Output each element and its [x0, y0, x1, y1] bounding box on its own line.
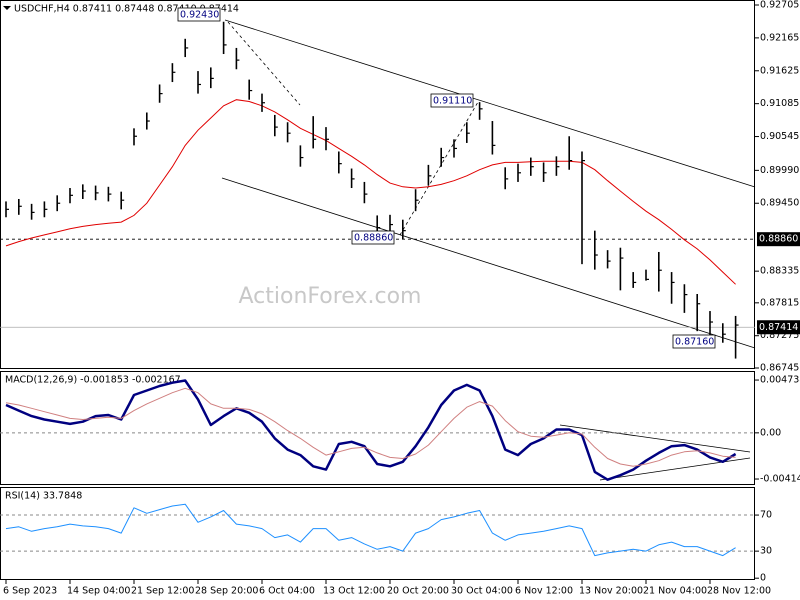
y-tick-label: 0.90545: [760, 131, 799, 142]
x-tick-label: 28 Sep 20:00: [195, 586, 258, 597]
price-level-label: 0.88860: [759, 234, 798, 245]
y-tick-label: 0.87275: [760, 330, 799, 341]
rsi-header: RSI(14) 33.7848: [5, 491, 82, 502]
y-tick-label: 0.00: [760, 427, 781, 438]
macd-panel-frame: [0, 371, 755, 485]
x-tick-label: 30 Oct 04:00: [451, 586, 513, 597]
swing-line: [399, 101, 479, 236]
x-tick-label: 13 Nov 20:00: [579, 586, 643, 597]
price-panel-frame: [0, 0, 755, 369]
x-tick-label: 6 Nov 12:00: [515, 586, 573, 597]
y-tick-label: 0: [760, 573, 766, 584]
price-header: USDCHF,H4 0.87411 0.87448 0.87410 0.8741…: [14, 4, 239, 15]
moving-average: [5, 99, 736, 285]
price-level-box: [757, 232, 800, 247]
y-tick-label: -0.004144: [760, 474, 800, 485]
y-tick-label: 0.91625: [760, 65, 799, 76]
annotation: 0.87160: [675, 337, 714, 348]
macd-triangle-upper: [559, 424, 751, 453]
macd-header: MACD(12,26,9) -0.001853 -0.002167: [5, 375, 181, 386]
y-tick-label: 0.89450: [760, 198, 799, 209]
channel-lower: [221, 177, 756, 349]
symbol-arrow: [3, 6, 11, 10]
x-tick-label: 21 Nov 04:00: [643, 586, 707, 597]
x-tick-label: 14 Sep 04:00: [67, 586, 130, 597]
x-tick-label: 6 Sep 2023: [3, 586, 57, 597]
annotation-box: [672, 334, 716, 349]
y-tick-label: 30: [760, 546, 772, 557]
y-tick-label: 0.87815: [760, 297, 799, 308]
indicator-line: [5, 387, 736, 467]
x-tick-label: 6 Oct 04:00: [259, 586, 315, 597]
annotation-box: [177, 7, 221, 22]
annotation: 0.91110: [433, 96, 472, 107]
x-tick-label: 13 Oct 12:00: [323, 586, 385, 597]
y-tick-label: 0.86745: [760, 363, 799, 374]
indicator-line: [5, 379, 737, 481]
x-tick-label: 28 Nov 12:00: [707, 586, 771, 597]
price-level-box: [757, 320, 800, 335]
y-tick-label: 0.88335: [760, 266, 799, 277]
watermark: ActionForex.com: [239, 284, 422, 309]
annotation: 0.88860: [354, 233, 393, 244]
indicator-line: [5, 503, 736, 557]
y-tick-label: 0.89990: [760, 165, 799, 176]
swing-line: [227, 21, 301, 106]
x-tick-label: 20 Oct 20:00: [387, 586, 449, 597]
annotation-box: [430, 93, 474, 108]
rsi-panel-frame: [0, 487, 755, 580]
annotation: 0.92430: [180, 10, 219, 21]
y-tick-label: 70: [760, 510, 772, 521]
price-level-label: 0.87414: [759, 322, 798, 333]
annotation-box: [351, 230, 395, 245]
y-tick-label: 0.004738: [760, 375, 800, 386]
x-tick-label: 21 Sep 12:00: [131, 586, 194, 597]
y-tick-label: 0.91085: [760, 98, 799, 109]
y-tick-label: 0.92705: [760, 0, 799, 10]
y-tick-label: 0.92165: [760, 32, 799, 43]
channel-upper: [224, 19, 756, 188]
